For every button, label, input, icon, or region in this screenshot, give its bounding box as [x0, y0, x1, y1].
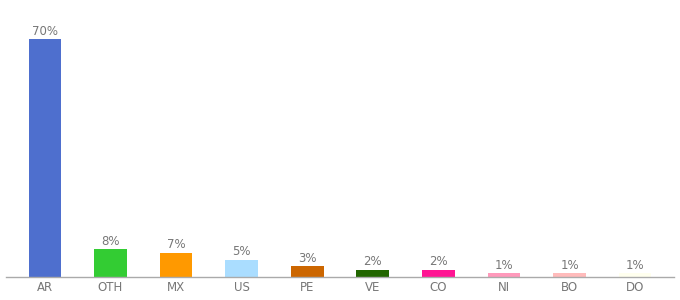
Bar: [619, 273, 651, 277]
Bar: [553, 273, 586, 277]
Text: 5%: 5%: [233, 245, 251, 258]
Bar: [356, 270, 389, 277]
Text: 8%: 8%: [101, 235, 120, 248]
Bar: [160, 253, 192, 277]
Text: 1%: 1%: [494, 259, 513, 272]
Text: 7%: 7%: [167, 238, 186, 251]
Bar: [291, 266, 324, 277]
Text: 3%: 3%: [298, 252, 316, 265]
Bar: [422, 270, 455, 277]
Text: 1%: 1%: [560, 259, 579, 272]
Text: 2%: 2%: [364, 255, 382, 268]
Text: 1%: 1%: [626, 259, 645, 272]
Text: 2%: 2%: [429, 255, 447, 268]
Text: 70%: 70%: [32, 25, 58, 38]
Bar: [94, 250, 127, 277]
Bar: [225, 260, 258, 277]
Bar: [29, 39, 61, 277]
Bar: [488, 273, 520, 277]
